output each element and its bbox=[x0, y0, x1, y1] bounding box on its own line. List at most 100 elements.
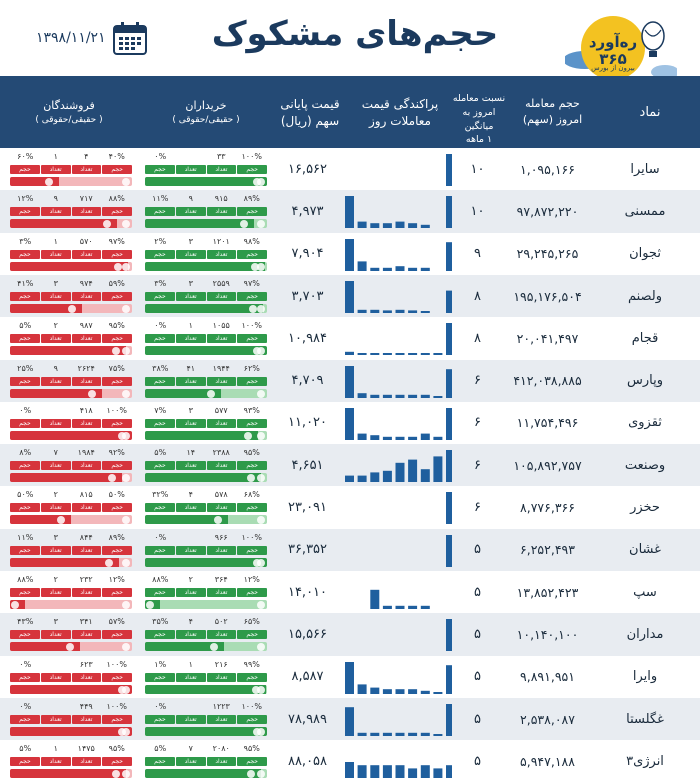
legal-entity-icon bbox=[257, 431, 265, 440]
spread-bar bbox=[433, 733, 443, 736]
sell-flow: ۸۸% ۲ ۲۳۲ ۱۲% حجم تعداد تعداد حجم bbox=[10, 575, 132, 613]
buy-legal-count: ۳ bbox=[188, 405, 193, 415]
buy-volume-label: حجم bbox=[145, 461, 175, 471]
real-person-icon bbox=[57, 516, 65, 525]
buy-values: ۳۲% ۴ ۵۷۸ ۶۸% bbox=[145, 490, 267, 502]
buy-values: ۲% ۳ ۱۲۰۱ ۹۸% bbox=[145, 237, 267, 249]
buy-ratio-fill bbox=[145, 769, 261, 779]
table-row[interactable]: ممسنی ۹۷,۸۷۲,۲۲۰ ۱۰ ۴,۹۷۳ ۱۱% ۹ ۹۱۵ ۸۹% حجم تعداد… bbox=[0, 190, 700, 233]
legal-entity-icon bbox=[257, 516, 265, 525]
table-row[interactable]: سایرا ۱,۰۹۵,۱۶۶ ۱۰ ۱۶,۵۶۲ ۰% ۳۳ ۱۰۰% حجم تعداد تع… bbox=[0, 148, 700, 191]
spread-bar bbox=[433, 395, 443, 398]
sell-ratio-bar bbox=[10, 473, 132, 483]
sell-ratio-fill bbox=[10, 726, 132, 736]
buy-volume-label: حجم bbox=[145, 249, 175, 259]
sell-legal-count: ۳ bbox=[53, 617, 58, 627]
table-row[interactable]: وایرا ۹,۸۹۱,۹۵۱ ۵ ۸,۵۸۷ ۱% ۱ ۲۱۶ ۹۹% حجم تعداد تعد… bbox=[0, 655, 700, 698]
spread-bar bbox=[433, 768, 443, 779]
buy-legal-pct: ۱% bbox=[154, 659, 167, 669]
buy-count-label: تعداد bbox=[175, 630, 206, 640]
table-row[interactable]: مداران ۱۰,۱۴۰,۱۰۰ ۵ ۱۵,۵۶۶ ۳۵% ۴ ۵۰۲ ۶۵% حجم تعدا… bbox=[0, 613, 700, 656]
sell-values: ۰% ۶۲۳ ۱۰۰% bbox=[10, 660, 132, 672]
buy-legal-count: ۱ bbox=[188, 321, 193, 331]
buy-flow: ۰% ۳۳ ۱۰۰% حجم تعداد تعداد حجم bbox=[145, 152, 267, 190]
sell-labels: حجم تعداد تعداد حجم bbox=[10, 291, 132, 301]
spread-bar bbox=[446, 323, 452, 356]
spread-bar bbox=[420, 690, 430, 694]
sell-real-pct: ۹۲% bbox=[108, 448, 125, 458]
buy-ratio-fill bbox=[145, 430, 259, 440]
sell-legal-count bbox=[41, 406, 72, 418]
buy-ratio-fill bbox=[145, 177, 267, 186]
spread-bar bbox=[395, 353, 405, 356]
table-row[interactable]: ثقزوی ۱۱,۷۵۴,۴۹۶ ۶ ۱۱,۰۲۰ ۷% ۳ ۵۷۷ ۹۳% حجم تعداد ت… bbox=[0, 401, 700, 445]
price-spread-chart bbox=[446, 154, 452, 186]
table-row[interactable]: ثجوان ۲۹,۲۴۵,۲۶۵ ۹ ۷,۹۰۴ ۲% ۳ ۱۲۰۱ ۹۸% حجم تعداد ت… bbox=[0, 232, 700, 275]
table-row[interactable]: حخزر ۸,۷۷۶,۳۶۶ ۶ ۲۳,۰۹۱ ۳۲% ۴ ۵۷۸ ۶۸% حجم تعداد تع… bbox=[0, 486, 700, 529]
buy-ratio-bar bbox=[145, 346, 267, 356]
spread-bar bbox=[408, 688, 418, 694]
legal-entity-icon bbox=[122, 516, 130, 525]
table-row[interactable]: غشان ۶,۲۵۲,۴۹۳ ۵ ۳۶,۳۵۲ ۰% ۹۶۶ ۱۰۰% حجم تعداد تعد… bbox=[0, 528, 700, 571]
table-row[interactable]: ولصنم ۱۹۵,۱۷۶,۵۰۴ ۸ ۳,۷۰۳ ۳% ۳ ۲۵۵۹ ۹۷% حجم تعداد… bbox=[0, 274, 700, 318]
close-price: ۱۰,۹۸۴ bbox=[287, 330, 328, 346]
buy-real-pct: ۶۵% bbox=[243, 617, 260, 627]
table-row[interactable]: سپ ۱۳,۸۵۲,۴۲۳ ۵ ۱۴,۰۱۰ ۸۸% ۲ ۳۶۴ ۱۲% حجم تعداد تعد… bbox=[0, 571, 700, 614]
sell-count-label: تعداد bbox=[40, 503, 71, 513]
buy-count-label: تعداد bbox=[206, 461, 237, 471]
table-row[interactable]: وصنعت ۱۰۵,۸۹۲,۷۵۷ ۶ ۴,۶۵۱ ۵% ۱۴ ۲۳۸۸ ۹۵% حجم تعدا… bbox=[0, 444, 700, 487]
buy-ratio-bar bbox=[145, 430, 267, 440]
table-row[interactable]: انرژی۳ ۵,۹۴۷,۱۸۸ ۵ ۸۸,۰۵۸ ۵% ۷ ۲۰۸۰ ۹۵% حجم تعداد… bbox=[0, 740, 700, 782]
sell-real-count: ۹۸۷ bbox=[79, 321, 93, 331]
buy-values: ۱% ۱ ۲۱۶ ۹۹% bbox=[145, 660, 267, 672]
real-person-icon bbox=[246, 474, 255, 483]
buy-labels: حجم تعداد تعداد حجم bbox=[145, 291, 267, 301]
spread-bar bbox=[395, 688, 405, 694]
close-price: ۷۸,۹۸۹ bbox=[287, 711, 328, 727]
buy-legal-pct: ۸۸% bbox=[152, 575, 169, 584]
buy-values: ۰% ۹۶۶ ۱۰۰% bbox=[145, 533, 267, 545]
buy-legal-count: ۱۴ bbox=[186, 448, 196, 458]
price-spread-chart bbox=[446, 619, 452, 652]
spread-bar bbox=[446, 450, 452, 483]
buy-count-label: تعداد bbox=[206, 714, 237, 724]
buy-real-pct: ۹۷% bbox=[243, 278, 260, 288]
sell-volume-label: حجم bbox=[10, 672, 40, 682]
table-row[interactable]: قجام ۲۰,۰۴۱,۴۹۷ ۸ ۱۰,۹۸۴ ۰% ۱ ۱۰۵۵ ۱۰۰% حجم تعداد… bbox=[0, 317, 700, 360]
symbol-name: سپ bbox=[633, 584, 657, 600]
sell-count-label: تعداد bbox=[71, 165, 102, 174]
buy-volume-label: حجم bbox=[145, 376, 175, 386]
buy-count-label: تعداد bbox=[206, 249, 237, 259]
logo-brand-text: ره‌آورد ۳۶۵ bbox=[588, 33, 638, 68]
legal-entity-icon bbox=[257, 474, 265, 483]
sell-real-count: ۴۱۸ bbox=[79, 405, 93, 415]
sell-ratio-bar bbox=[10, 769, 132, 779]
spread-bar bbox=[382, 688, 392, 694]
buy-volume-label: حجم bbox=[237, 714, 267, 724]
sell-volume-label: حجم bbox=[102, 207, 132, 217]
buy-flow: ۱% ۱ ۲۱۶ ۹۹% حجم تعداد تعداد حجم bbox=[145, 660, 267, 698]
buy-legal-count: ۴ bbox=[188, 490, 193, 500]
spread-bar bbox=[382, 765, 392, 779]
buy-real-count: ۳۳ bbox=[216, 152, 226, 161]
spread-bar bbox=[382, 394, 392, 398]
table-row[interactable]: وپارس ۴۱۲,۰۳۸,۸۸۵ ۶ ۴,۷۰۹ ۳۸% ۴۱ ۱۹۴۴ ۶۲% حجم تعد… bbox=[0, 359, 700, 402]
spread-bar bbox=[345, 196, 354, 229]
sell-ratio-fill bbox=[10, 642, 80, 652]
sell-ratio-bar bbox=[10, 600, 132, 609]
price-spread-chart bbox=[345, 450, 452, 483]
sell-labels: حجم تعداد تعداد حجم bbox=[10, 461, 132, 471]
buy-real-pct: ۹۵% bbox=[243, 448, 260, 458]
price-spread-chart bbox=[345, 238, 452, 271]
spread-bar bbox=[382, 353, 392, 356]
buy-labels: حجم تعداد تعداد حجم bbox=[145, 503, 267, 513]
buy-ratio-bar bbox=[145, 515, 267, 525]
buy-volume-label: حجم bbox=[237, 165, 267, 174]
buy-legal-count: ۴ bbox=[188, 617, 193, 627]
ratio-value: ۱۰ bbox=[470, 203, 485, 219]
sell-real-count: ۲۳۲ bbox=[79, 575, 93, 584]
table-row[interactable]: غگلستا ۲,۵۳۸,۰۸۷ ۵ ۷۸,۹۸۹ ۰% ۱۲۲۳ ۱۰۰% حجم تعداد… bbox=[0, 697, 700, 741]
real-person-icon bbox=[67, 304, 76, 313]
volume-value: ۵,۹۴۷,۱۸۸ bbox=[520, 753, 575, 769]
buy-volume-label: حجم bbox=[237, 588, 267, 597]
